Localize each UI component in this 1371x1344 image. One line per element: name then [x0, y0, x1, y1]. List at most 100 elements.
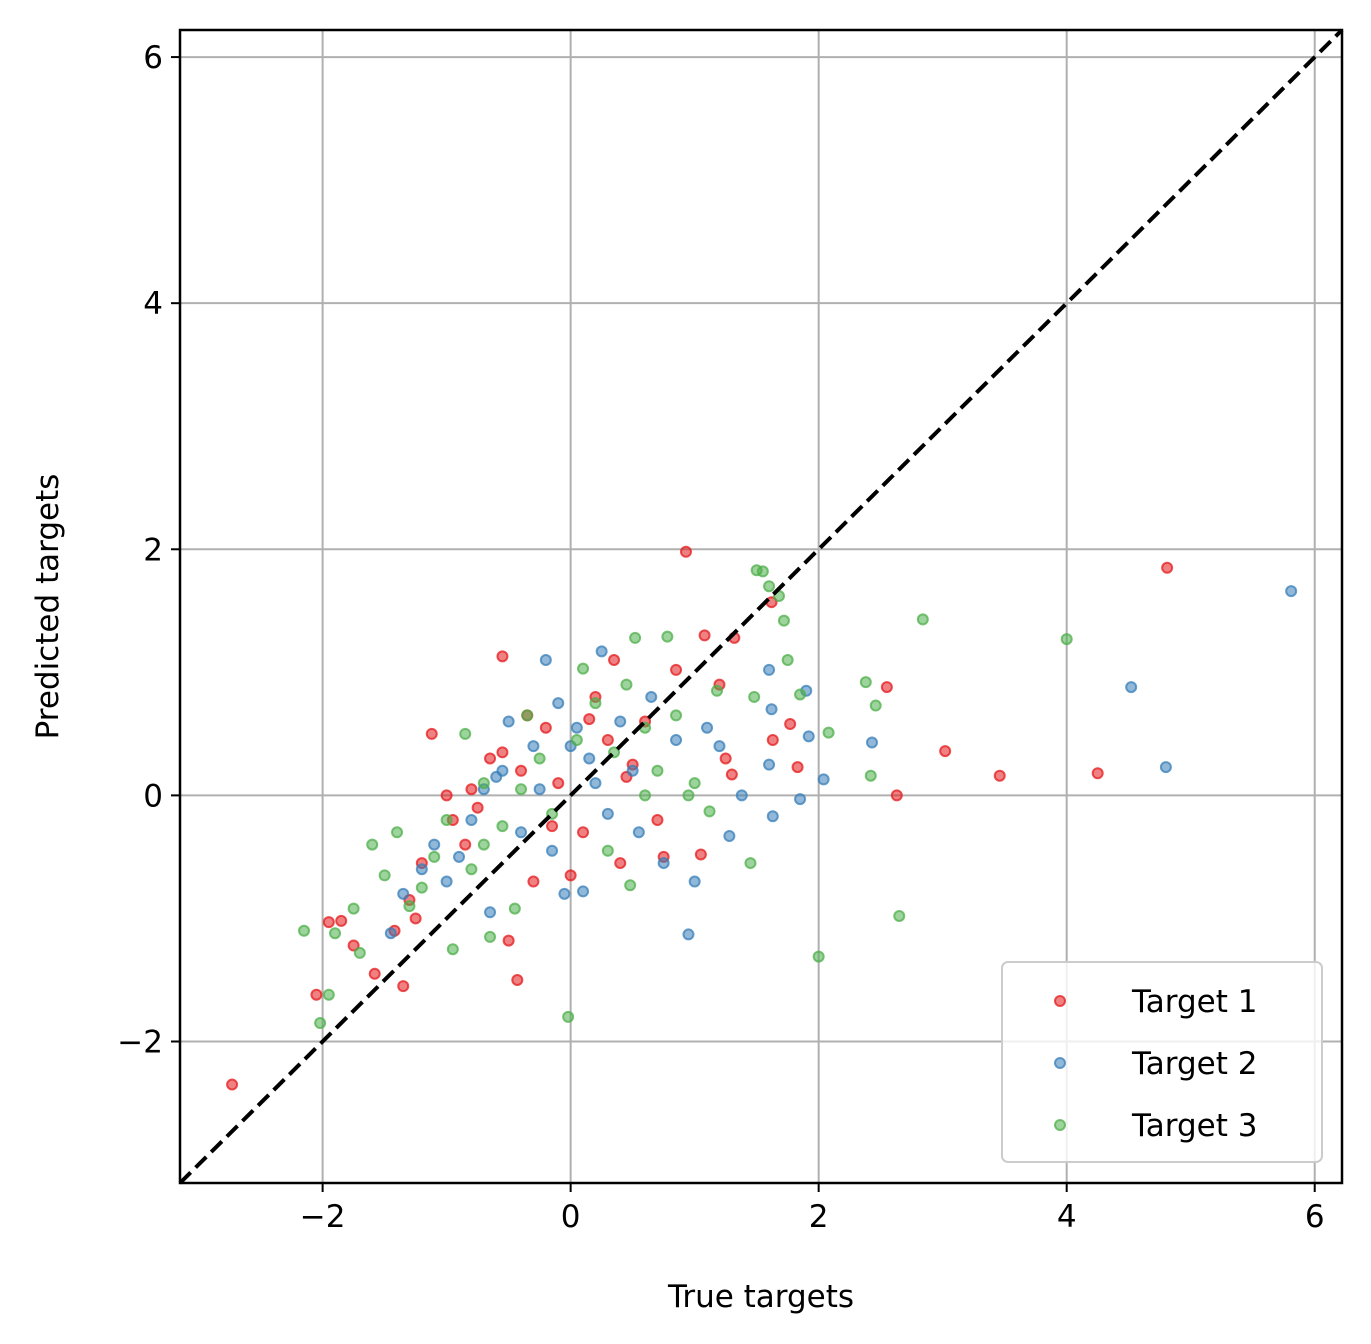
y-tick-label: 4	[143, 286, 163, 322]
point-series-1	[679, 545, 692, 558]
point-series-2	[1125, 681, 1138, 694]
y-tick-label: 2	[143, 532, 163, 568]
point-series-2	[614, 715, 627, 728]
point-series-1	[1161, 561, 1174, 574]
point-series-3	[624, 879, 637, 892]
point-series-1	[527, 875, 540, 888]
point-series-2	[723, 829, 736, 842]
point-series-2	[484, 906, 497, 919]
reference-line-layer	[178, 28, 1344, 1185]
point-series-3	[893, 909, 906, 922]
point-series-1	[484, 752, 497, 765]
point-series-2	[465, 813, 478, 826]
point-series-2	[515, 826, 528, 839]
identity-line	[178, 28, 1344, 1185]
x-axis-label: True targets	[667, 1279, 854, 1315]
point-series-3	[601, 844, 614, 857]
point-series-1	[546, 820, 559, 833]
legend-label-target-1: Target 1	[1131, 984, 1257, 1020]
point-series-3	[477, 838, 490, 851]
point-series-1	[1091, 767, 1104, 780]
point-series-3	[521, 709, 534, 722]
point-series-1	[698, 629, 711, 642]
legend-box	[1001, 961, 1323, 1163]
point-series-2	[552, 697, 565, 710]
point-series-3	[378, 869, 391, 882]
point-series-2	[865, 736, 878, 749]
point-series-2	[583, 752, 596, 765]
point-series-1	[583, 713, 596, 726]
point-series-3	[298, 924, 311, 937]
point-series-3	[859, 676, 872, 689]
point-series-2	[570, 721, 583, 734]
point-series-2	[589, 777, 602, 790]
point-series-1	[322, 916, 335, 929]
point-series-2	[735, 789, 748, 802]
point-series-3	[794, 688, 807, 701]
point-series-2	[645, 690, 658, 703]
point-series-2	[713, 740, 726, 753]
point-series-3	[366, 838, 379, 851]
point-series-3	[353, 946, 366, 959]
point-series-3	[744, 857, 757, 870]
point-series-3	[314, 1017, 327, 1030]
point-series-2	[539, 654, 552, 667]
legend-marker-target-3	[1054, 1119, 1066, 1131]
point-series-2	[453, 850, 466, 863]
point-series-2	[682, 928, 695, 941]
point-series-3	[777, 614, 790, 627]
point-series-3	[703, 805, 716, 818]
point-series-3	[322, 988, 335, 1001]
point-series-2	[817, 773, 830, 786]
point-series-1	[552, 777, 565, 790]
point-series-1	[880, 681, 893, 694]
point-series-1	[608, 654, 621, 667]
point-series-2	[558, 887, 571, 900]
point-series-1	[694, 848, 707, 861]
point-series-3	[1060, 633, 1073, 646]
point-series-3	[682, 789, 695, 802]
point-series-1	[409, 912, 422, 925]
point-series-2	[688, 875, 701, 888]
point-series-2	[1285, 585, 1298, 598]
point-series-1	[725, 768, 738, 781]
point-series-1	[564, 869, 577, 882]
point-series-1	[310, 988, 323, 1001]
legend-marker-target-1	[1054, 995, 1066, 1007]
tick-layer: −2 0 2 4 6 −2 0 2 4 6	[117, 40, 1324, 1235]
point-series-2	[763, 758, 776, 771]
point-series-3	[629, 631, 642, 644]
point-series-1	[347, 939, 360, 952]
point-series-3	[620, 678, 633, 691]
point-series-3	[440, 813, 453, 826]
point-series-2	[802, 730, 815, 743]
point-series-1	[368, 967, 381, 980]
point-series-3	[869, 699, 882, 712]
point-series-3	[812, 950, 825, 963]
point-series-2	[527, 740, 540, 753]
point-series-3	[577, 662, 590, 675]
x-tick-label: 2	[809, 1199, 829, 1235]
point-series-3	[562, 1010, 575, 1023]
point-series-2	[415, 863, 428, 876]
point-series-2	[670, 734, 683, 747]
point-series-1	[515, 764, 528, 777]
point-series-1	[670, 663, 683, 676]
point-series-3	[347, 902, 360, 915]
point-series-1	[539, 721, 552, 734]
point-series-2	[533, 783, 546, 796]
point-series-1	[226, 1078, 239, 1091]
x-tick-label: 0	[561, 1199, 581, 1235]
point-series-1	[496, 746, 509, 759]
plot-frame	[178, 28, 1344, 1185]
point-series-3	[477, 777, 490, 790]
point-series-1	[766, 734, 779, 747]
point-series-1	[939, 745, 952, 758]
y-tick-label: −2	[117, 1024, 163, 1060]
point-series-2	[577, 885, 590, 898]
point-series-3	[515, 783, 528, 796]
point-series-2	[502, 715, 515, 728]
point-series-1	[651, 813, 664, 826]
point-series-2	[601, 807, 614, 820]
